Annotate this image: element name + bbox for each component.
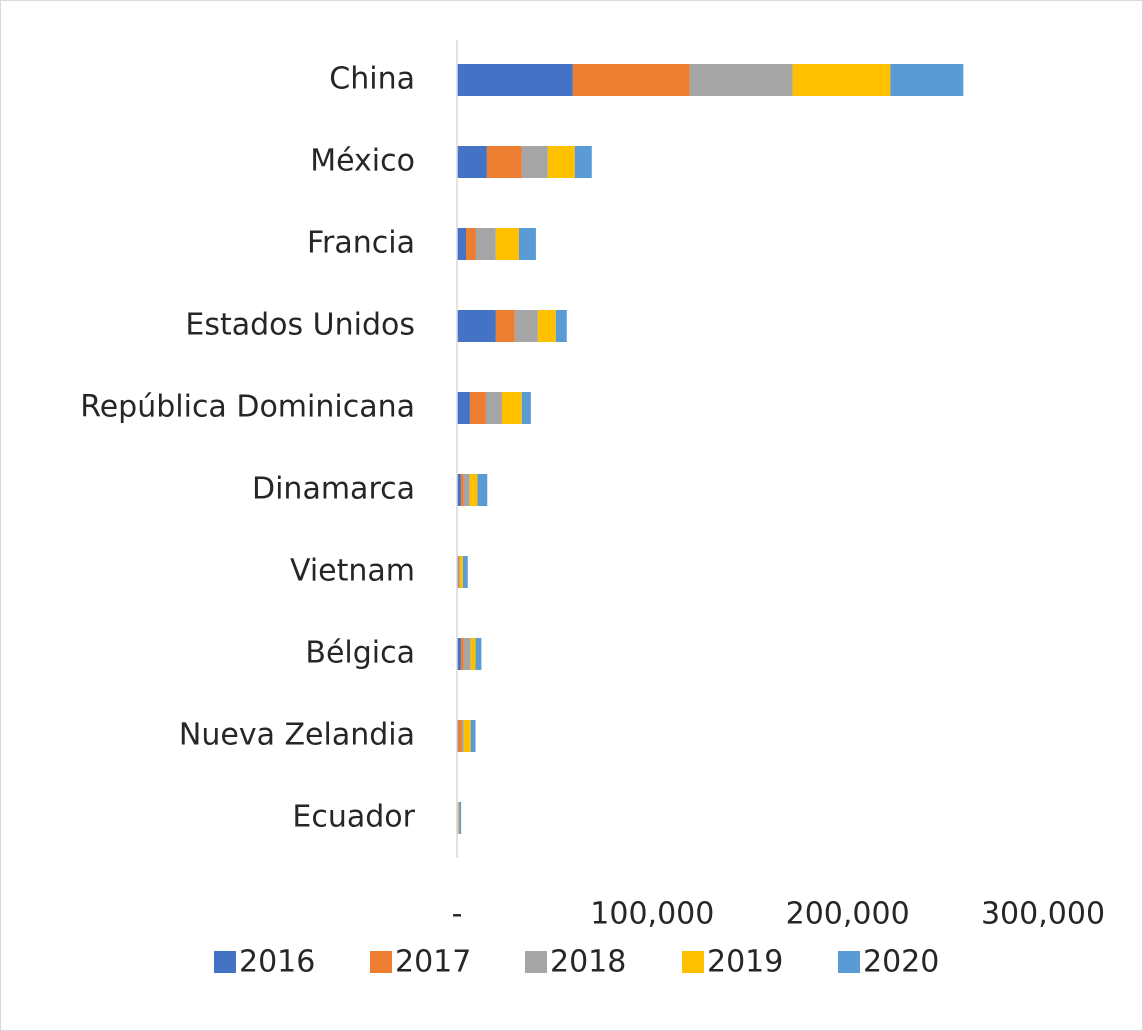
bar-segment bbox=[792, 64, 891, 96]
y-tick-label: China bbox=[329, 62, 415, 97]
bar-segment bbox=[457, 64, 573, 96]
x-tick-label: 200,000 bbox=[786, 897, 910, 932]
bar-segment bbox=[689, 64, 793, 96]
x-tick-label: 100,000 bbox=[590, 897, 714, 932]
bar-segment bbox=[457, 228, 466, 260]
bar-segment bbox=[890, 64, 964, 96]
bar-segment bbox=[495, 228, 519, 260]
bar-segment bbox=[459, 556, 463, 588]
legend-label: 2019 bbox=[707, 945, 783, 980]
bar-segment bbox=[459, 802, 462, 834]
bar-segment bbox=[477, 474, 488, 506]
bar-segment bbox=[457, 474, 461, 506]
bar-segment bbox=[463, 474, 470, 506]
y-tick-label: Francia bbox=[307, 226, 415, 261]
bar-segment bbox=[461, 720, 464, 752]
bar-segment bbox=[458, 802, 460, 834]
bar-segment bbox=[485, 392, 502, 424]
bar-segment bbox=[460, 474, 464, 506]
legend-swatch bbox=[370, 951, 392, 973]
bar-segment bbox=[547, 146, 575, 178]
bar-segment bbox=[469, 474, 478, 506]
y-tick-label: Bélgica bbox=[305, 636, 415, 671]
bar-segment bbox=[475, 638, 482, 670]
legend-swatch bbox=[214, 951, 236, 973]
y-tick-label: Estados Unidos bbox=[185, 308, 415, 343]
bar-segment bbox=[518, 228, 536, 260]
legend-label: 2017 bbox=[395, 945, 471, 980]
bar-segment bbox=[469, 392, 486, 424]
bar-segment bbox=[470, 638, 476, 670]
x-tick-label: 300,000 bbox=[981, 897, 1105, 932]
legend-swatch bbox=[838, 951, 860, 973]
bar-segment bbox=[457, 802, 459, 834]
bar-segment bbox=[457, 556, 459, 588]
legend-swatch bbox=[525, 951, 547, 973]
x-tick-label: - bbox=[452, 897, 463, 932]
y-tick-label: México bbox=[310, 144, 415, 179]
y-tick-label: Nueva Zelandia bbox=[179, 718, 415, 753]
legend-label: 2016 bbox=[239, 945, 315, 980]
bar-segment bbox=[514, 310, 538, 342]
bar-segment bbox=[457, 146, 487, 178]
bar-segment bbox=[463, 720, 471, 752]
bar-segment bbox=[457, 720, 462, 752]
legend-swatch bbox=[682, 951, 704, 973]
bar-segment bbox=[555, 310, 567, 342]
bar-segment bbox=[486, 146, 522, 178]
bar-segment bbox=[521, 392, 531, 424]
y-tick-label: República Dominicana bbox=[80, 390, 415, 425]
bar-segment bbox=[501, 392, 522, 424]
y-tick-label: Ecuador bbox=[292, 800, 415, 835]
legend-label: 2020 bbox=[863, 945, 939, 980]
y-tick-label: Vietnam bbox=[290, 554, 415, 589]
bar-segment bbox=[521, 146, 548, 178]
bar-segment bbox=[457, 638, 461, 670]
bar-segment bbox=[470, 720, 476, 752]
bar-segment bbox=[495, 310, 515, 342]
bar-segment bbox=[475, 228, 496, 260]
bar-segment bbox=[457, 310, 496, 342]
y-tick-label: Dinamarca bbox=[252, 472, 415, 507]
bar-segment bbox=[574, 146, 592, 178]
bar-segment bbox=[458, 556, 460, 588]
bar-segment bbox=[465, 228, 476, 260]
bar-segment bbox=[463, 638, 471, 670]
bar-segment bbox=[462, 556, 468, 588]
bar-segment bbox=[460, 638, 464, 670]
bar-segment bbox=[537, 310, 556, 342]
bar-segment bbox=[457, 392, 470, 424]
bar-segment bbox=[572, 64, 690, 96]
legend-label: 2018 bbox=[550, 945, 626, 980]
